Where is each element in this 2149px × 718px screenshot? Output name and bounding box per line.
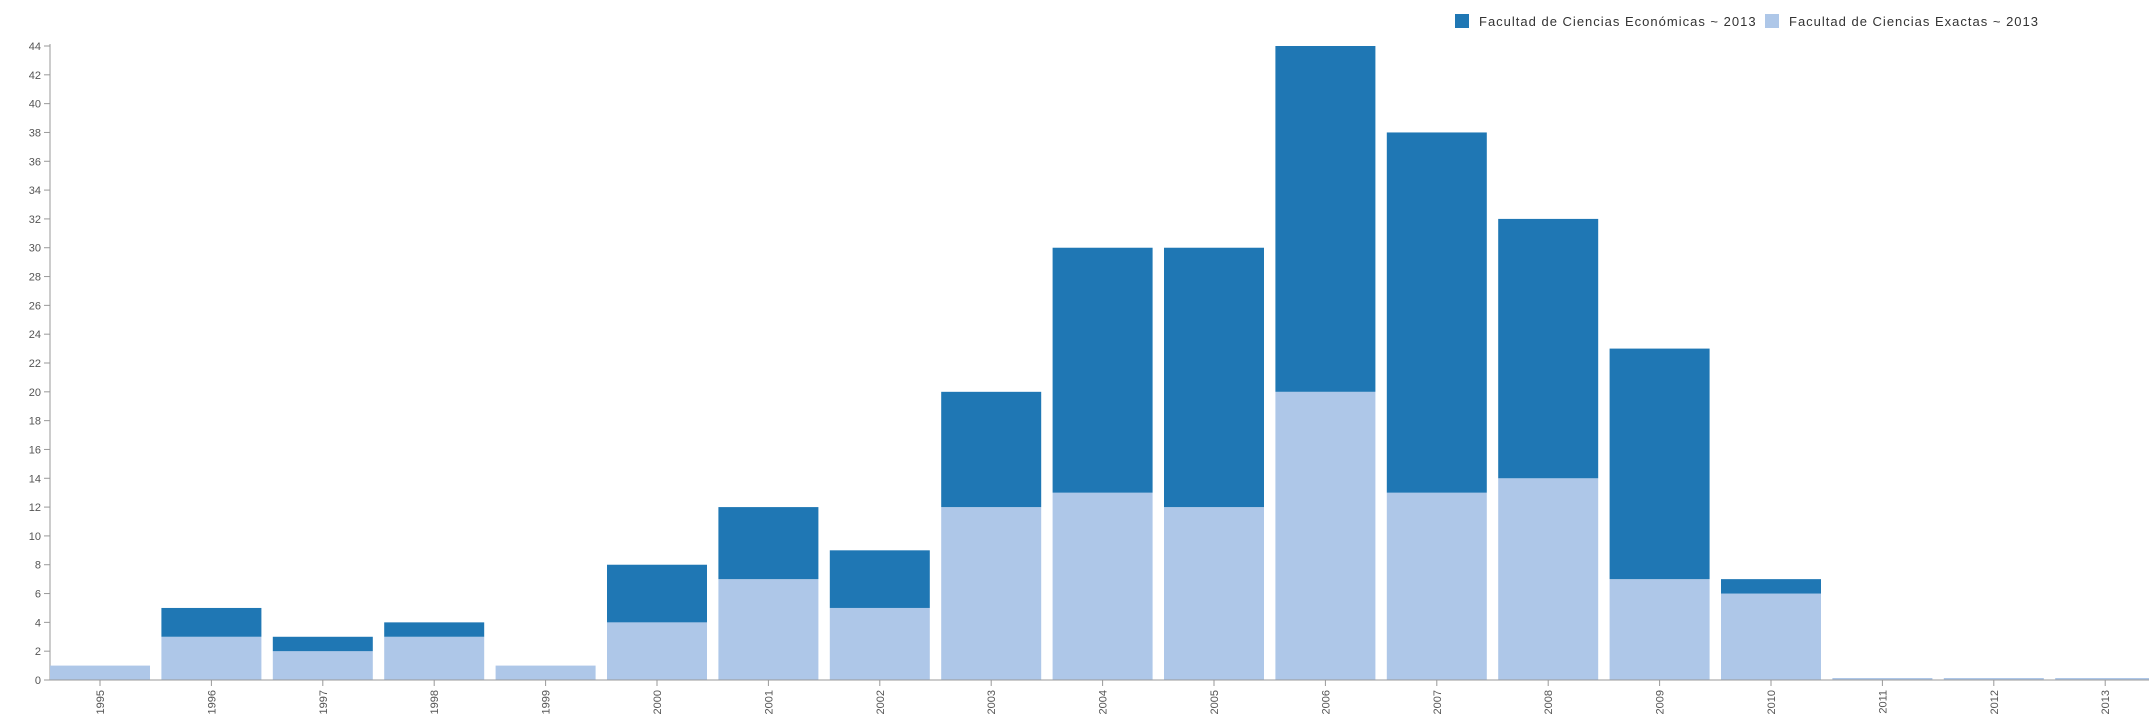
y-tick-label: 6 <box>35 589 41 601</box>
bar-2003-economicas <box>941 391 1042 508</box>
y-tick-label: 22 <box>29 358 41 370</box>
y-tick-label: 18 <box>29 416 41 428</box>
x-tick-label: 1996 <box>206 690 218 714</box>
x-tick-label: 2008 <box>1543 690 1555 714</box>
legend: Facultad de Ciencias Económicas ~ 2013 Fa… <box>1455 14 2039 29</box>
y-tick-label: 40 <box>29 99 41 111</box>
y-axis: 0246810121416182022242628303234363840424… <box>29 41 51 687</box>
bar-2013-exactas <box>2055 678 2149 680</box>
legend-swatch <box>1455 14 1469 28</box>
bar-1997-exactas <box>272 651 373 680</box>
bar-2010-economicas <box>1721 579 1821 594</box>
y-tick-label: 42 <box>29 70 41 82</box>
x-tick-label: 2013 <box>2100 690 2112 714</box>
bar-2006-exactas <box>1275 391 1376 680</box>
y-tick-label: 30 <box>29 243 41 255</box>
x-tick-label: 2007 <box>1432 690 1444 714</box>
y-tick-label: 36 <box>29 156 41 168</box>
y-tick-label: 20 <box>29 387 41 399</box>
bar-2001-economicas <box>718 507 819 580</box>
bar-2000-economicas <box>607 564 707 623</box>
bar-2006-economicas <box>1275 46 1376 392</box>
x-tick-label: 1995 <box>95 690 107 714</box>
bar-2002-economicas <box>829 550 930 608</box>
y-tick-label: 14 <box>29 473 41 485</box>
y-tick-label: 4 <box>35 617 41 629</box>
y-tick-label: 44 <box>29 41 41 53</box>
bar-2000-exactas <box>607 622 707 680</box>
y-tick-label: 34 <box>29 185 41 197</box>
x-tick-label: 2005 <box>1209 690 1221 714</box>
legend-swatch <box>1765 14 1779 28</box>
y-tick-label: 26 <box>29 300 41 312</box>
bar-1997-economicas <box>272 636 373 652</box>
x-tick-label: 2003 <box>986 690 998 714</box>
x-tick-label: 2001 <box>763 690 775 714</box>
bars <box>50 46 2149 680</box>
y-tick-label: 12 <box>29 502 41 514</box>
y-tick-label: 0 <box>35 675 41 687</box>
bar-2009-exactas <box>1609 579 1710 680</box>
bar-2004-economicas <box>1052 247 1153 493</box>
bar-2002-exactas <box>829 607 930 680</box>
x-tick-label: 2004 <box>1098 690 1110 714</box>
bar-1998-economicas <box>384 622 485 637</box>
x-tick-label: 2002 <box>875 690 887 714</box>
x-tick-label: 2000 <box>652 690 664 714</box>
y-tick-label: 2 <box>35 646 41 658</box>
bar-2008-economicas <box>1498 218 1599 479</box>
bar-2007-exactas <box>1386 492 1487 680</box>
y-tick-label: 28 <box>29 272 41 284</box>
x-tick-label: 1999 <box>541 690 553 714</box>
y-tick-label: 10 <box>29 531 41 543</box>
x-axis: 1995 1996 1997 1998 1999 2000 2001 2002 2003 2004… <box>50 679 2149 714</box>
y-tick-label: 38 <box>29 127 41 139</box>
bar-2005-economicas <box>1164 247 1264 508</box>
x-tick-label: 2012 <box>1989 690 2001 714</box>
bar-2012-exactas <box>1943 678 2044 680</box>
y-tick-label: 32 <box>29 214 41 226</box>
y-tick-label: 24 <box>29 329 41 341</box>
x-tick-label: 1997 <box>318 690 330 714</box>
legend-label: Facultad de Ciencias Exactas ~ 2013 <box>1789 14 2039 29</box>
bar-2009-economicas <box>1609 348 1710 580</box>
x-tick-label: 2009 <box>1655 690 1667 714</box>
bar-2011-exactas <box>1832 678 1933 680</box>
bar-1995-exactas <box>50 665 150 680</box>
x-tick-label: 2010 <box>1766 690 1778 714</box>
y-tick-label: 8 <box>35 560 41 572</box>
x-tick-label: 2006 <box>1320 690 1332 714</box>
x-tick-label: 1998 <box>429 690 441 714</box>
bar-1998-exactas <box>384 636 485 680</box>
bar-2001-exactas <box>718 579 819 680</box>
bar-2007-economicas <box>1386 132 1487 493</box>
bar-1996-economicas <box>161 607 262 637</box>
y-tick-label: 16 <box>29 444 41 456</box>
bar-2005-exactas <box>1164 507 1264 680</box>
bar-2003-exactas <box>941 507 1042 680</box>
bar-2008-exactas <box>1498 478 1599 680</box>
bar-1999-exactas <box>495 665 596 680</box>
bar-2010-exactas <box>1721 593 1821 680</box>
bar-2004-exactas <box>1052 492 1153 680</box>
bar-1996-exactas <box>161 636 262 680</box>
x-tick-label: 2011 <box>1877 690 1889 714</box>
legend-label: Facultad de Ciencias Económicas ~ 2013 <box>1479 14 1757 29</box>
